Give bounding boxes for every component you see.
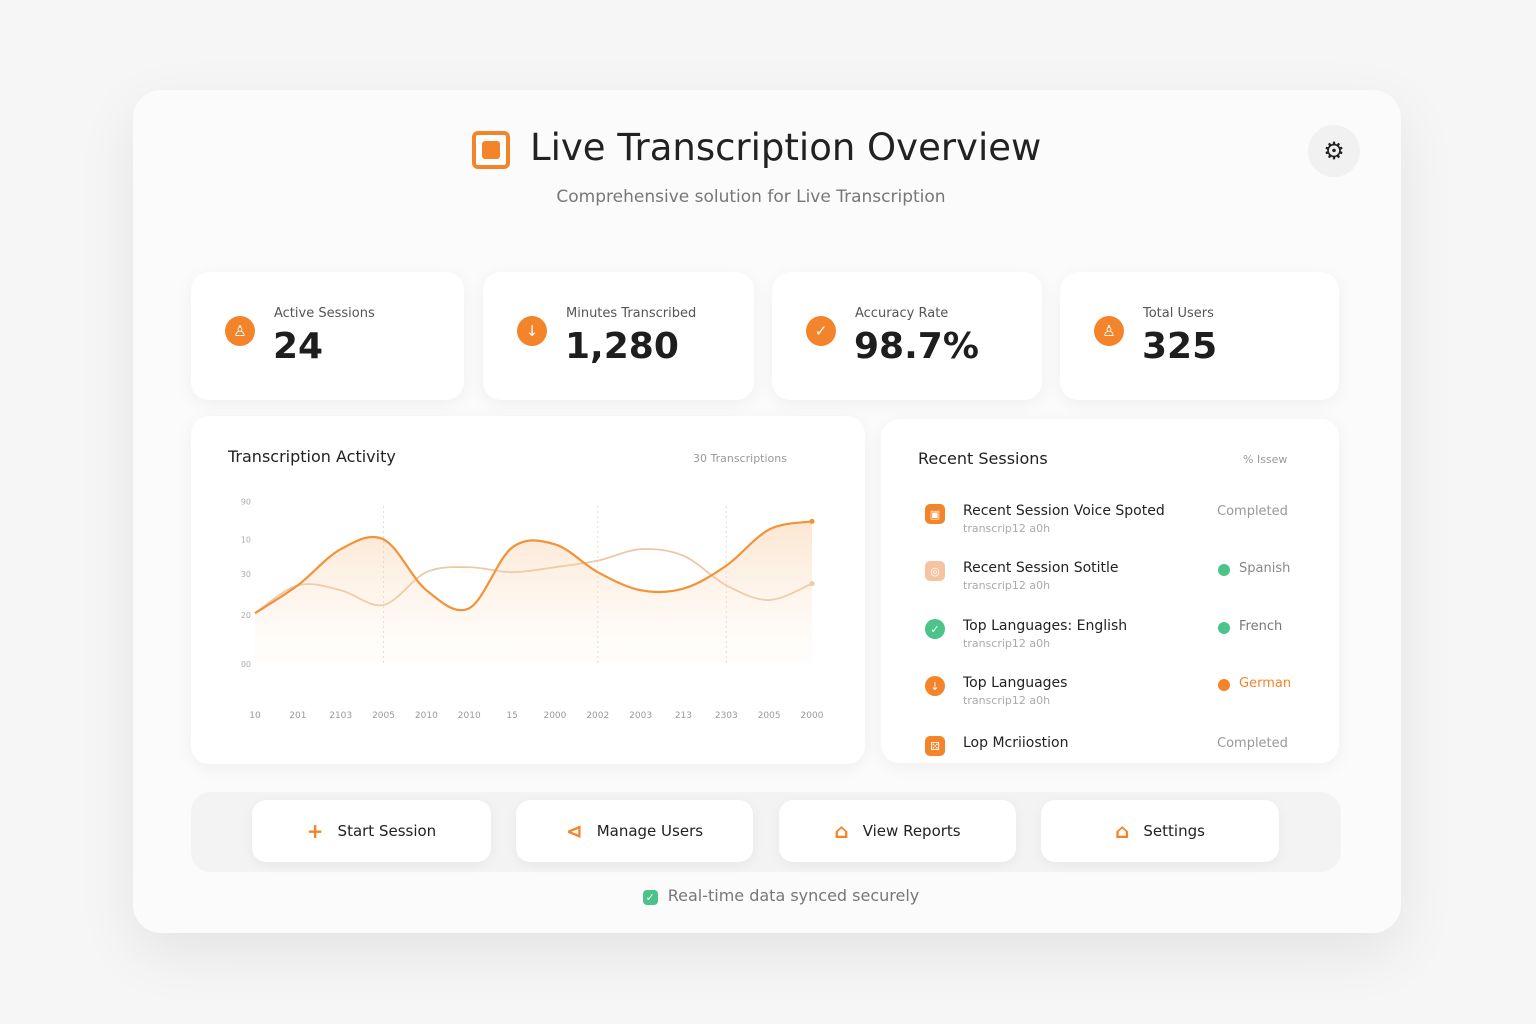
x-tick-label: 2010 [458, 711, 481, 721]
sessions-action[interactable]: % Issew [1243, 453, 1288, 466]
session-subtitle: transcrip12 a0h [963, 579, 1051, 592]
stat-card: ♙ Active Sessions 24 [191, 272, 464, 400]
action-icon: ⌂ [1115, 819, 1130, 843]
action-label: View Reports [862, 822, 961, 840]
x-tick-label: 2005 [758, 711, 781, 721]
session-icon: ✓ [925, 619, 945, 639]
logo-icon [472, 131, 510, 169]
subtitle: Comprehensive solution for Live Transcri… [556, 187, 946, 207]
action-label: Start Session [337, 822, 437, 840]
session-icon: ⚄ [925, 736, 945, 756]
end-point [809, 518, 815, 524]
session-subtitle: transcrip12 a0h [963, 694, 1051, 707]
action-icon: ⌂ [834, 819, 849, 843]
action-button[interactable]: + Start Session [252, 800, 491, 862]
stat-value: 325 [1142, 326, 1218, 367]
x-tick-label: 15 [506, 711, 517, 721]
action-label: Manage Users [596, 822, 704, 840]
stat-icon: ♙ [225, 316, 255, 346]
stat-label: Active Sessions [274, 306, 375, 321]
x-tick-label: 201 [289, 711, 306, 721]
session-title: Top Languages: English [963, 618, 1128, 634]
session-status: German [1239, 676, 1292, 691]
y-tick-label: 10 [241, 535, 251, 544]
session-status: Completed [1217, 736, 1288, 751]
line [254, 520, 813, 615]
y-tick-label: 20 [241, 611, 251, 620]
x-tick-label: 2000 [543, 711, 566, 721]
activity-filter[interactable]: 30 Transcriptions [693, 452, 787, 465]
stat-card: ↓ Minutes Transcribed 1,280 [483, 272, 754, 400]
sync-icon: ✓ [642, 890, 658, 905]
footer-text: Real-time data synced securely [667, 886, 920, 905]
gear-button[interactable]: ⚙ [1308, 125, 1360, 177]
x-tick-label: 2010 [415, 711, 438, 721]
x-tick-label: 213 [675, 711, 692, 721]
stat-card: ♙ Total Users 325 [1060, 272, 1339, 400]
stat-value: 98.7% [854, 326, 979, 367]
action-icon: + [306, 819, 324, 843]
session-status: Spanish [1239, 561, 1291, 576]
title: Live Transcription Overview [530, 126, 1042, 169]
footer: ✓ Real-time data synced securely [0, 886, 1536, 905]
session-title: Top Languages [963, 675, 1068, 691]
action-label: Settings [1143, 822, 1205, 840]
session-subtitle: transcrip12 a0h [963, 522, 1051, 535]
stat-label: Total Users [1143, 306, 1214, 321]
action-button[interactable]: ⊲ Manage Users [516, 800, 753, 862]
x-tick-label: 2003 [629, 711, 652, 721]
session-subtitle: transcrip12 a0h [963, 637, 1051, 650]
activity-panel: Transcription Activity 30 Transcriptions… [191, 416, 865, 764]
stat-value: 1,280 [565, 326, 679, 367]
session-title: Recent Session Sotitle [963, 560, 1119, 576]
x-tick-label: 2005 [372, 711, 395, 721]
sessions-title: Recent Sessions [918, 449, 1048, 468]
action-button[interactable]: ⌂ Settings [1041, 800, 1279, 862]
stat-value: 24 [273, 326, 324, 367]
session-icon: ↓ [925, 676, 945, 696]
session-title: Lop Mcriiostion [963, 735, 1069, 751]
stat-card: ✓ Accuracy Rate 98.7% [772, 272, 1042, 400]
activity-title: Transcription Activity [228, 447, 396, 466]
x-tick-label: 10 [249, 711, 261, 721]
stat-label: Accuracy Rate [855, 306, 949, 321]
area [255, 521, 812, 664]
session-icon: ◎ [925, 561, 945, 581]
session-title: Recent Session Voice Spoted [963, 503, 1165, 519]
y-tick-label: 90 [241, 498, 251, 507]
status-dot [1218, 622, 1230, 634]
session-icon: ▣ [925, 504, 945, 524]
session-status: Completed [1217, 504, 1288, 519]
x-tick-label: 2103 [329, 711, 352, 721]
stat-icon: ♙ [1094, 316, 1124, 346]
activity-chart: 00 20 30 10 90 10 201 2103 2005 2010 2010 15 2000 200… [241, 498, 824, 721]
sessions-panel: Recent Sessions % Issew ▣ Recent Session … [881, 419, 1339, 763]
x-tick-label: 2002 [586, 711, 609, 721]
session-status: French [1239, 619, 1283, 634]
action-icon: ⊲ [565, 819, 583, 843]
status-dot [1218, 564, 1230, 576]
y-tick-label: 00 [241, 660, 251, 669]
stat-label: Minutes Transcribed [566, 306, 697, 321]
stat-icon: ✓ [806, 316, 836, 346]
x-tick-label: 2000 [801, 711, 824, 721]
action-button[interactable]: ⌂ View Reports [779, 800, 1016, 862]
y-tick-label: 30 [241, 570, 251, 579]
x-tick-label: 2303 [715, 711, 738, 721]
stat-icon: ↓ [517, 316, 547, 346]
status-dot [1218, 679, 1230, 691]
